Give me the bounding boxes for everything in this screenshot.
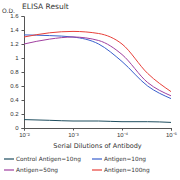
- x-tick-mark: [171, 128, 172, 131]
- x-tick: 10⁻³: [68, 128, 79, 138]
- y-tick-mark: [22, 30, 25, 31]
- legend-label: Antigen=10ng: [104, 156, 146, 163]
- y-tick-label: 1.2: [10, 41, 19, 47]
- series-line: [24, 31, 171, 91]
- y-tick-mark: [22, 86, 25, 87]
- y-tick-label: 1: [15, 55, 19, 61]
- y-tick: 0.8: [10, 69, 24, 75]
- y-tick-label: 0.4: [10, 97, 19, 103]
- y-tick: 1: [15, 55, 24, 61]
- x-axis-line: [25, 129, 172, 131]
- y-tick-mark: [22, 72, 25, 73]
- y-tick-label: 0.2: [10, 111, 19, 117]
- y-tick-mark: [22, 44, 25, 45]
- x-axis: 10⁻² 10⁻³ 10⁻⁴ 10⁻⁵: [19, 128, 177, 138]
- series-line: [24, 35, 171, 99]
- y-tick-mark: [22, 100, 25, 101]
- y-tick-label: 1.4: [10, 27, 19, 33]
- y-tick-label: 0: [15, 125, 19, 131]
- x-tick-label: 10⁻⁴: [117, 132, 129, 138]
- legend-swatch: [92, 169, 102, 170]
- y-tick-label: 1.6: [10, 13, 19, 19]
- y-axis-line: [22, 17, 25, 129]
- y-tick: 0: [15, 125, 24, 131]
- x-tick: 10⁻⁴: [117, 128, 129, 138]
- legend-label: Antigen=50ng: [16, 167, 58, 174]
- legend-swatch: [4, 158, 14, 159]
- y-tick: 1.4: [10, 27, 24, 33]
- y-tick-mark: [22, 58, 25, 59]
- y-axis: 0 0.2 0.4 0.6 0.8 1 1.2 1.4 1.6: [10, 13, 24, 131]
- y-tick-label: 0.8: [10, 69, 19, 75]
- y-axis-title: O.D.: [2, 7, 15, 14]
- y-tick: 0.4: [10, 97, 24, 103]
- legend-label: Antigen=100ng: [104, 167, 150, 174]
- y-tick-mark: [22, 114, 25, 115]
- x-axis-title: Serial Dilutions of Antibody: [53, 142, 142, 150]
- lines: [24, 31, 171, 122]
- legend: Control Antigen=10ng Antigen=10ng Antigen=…: [4, 156, 150, 174]
- x-tick-mark: [73, 128, 74, 131]
- y-tick: 0.6: [10, 83, 24, 89]
- y-tick: 1.2: [10, 41, 24, 47]
- x-tick-label: 10⁻⁵: [166, 132, 178, 138]
- x-tick-label: 10⁻²: [19, 132, 30, 138]
- series-line: [24, 120, 171, 123]
- chart: ELISA Result 10⁻² 10⁻³ 10⁻⁴ 10⁻⁵ 0 0.2 0.4 0.6 0.…: [0, 0, 180, 180]
- y-tick-mark: [22, 128, 25, 129]
- y-tick-mark: [22, 16, 25, 17]
- x-tick-mark: [122, 128, 123, 131]
- x-tick: 10⁻²: [19, 128, 30, 138]
- x-tick-label: 10⁻³: [68, 132, 79, 138]
- y-tick-label: 0.6: [10, 83, 19, 89]
- y-tick: 1.6: [10, 13, 24, 19]
- legend-label: Control Antigen=10ng: [16, 156, 81, 163]
- title: ELISA Result: [22, 2, 69, 11]
- series-line: [24, 37, 171, 96]
- y-tick: 0.2: [10, 111, 24, 117]
- legend-swatch: [4, 169, 14, 170]
- legend-swatch: [92, 158, 102, 159]
- x-tick: 10⁻⁵: [166, 128, 178, 138]
